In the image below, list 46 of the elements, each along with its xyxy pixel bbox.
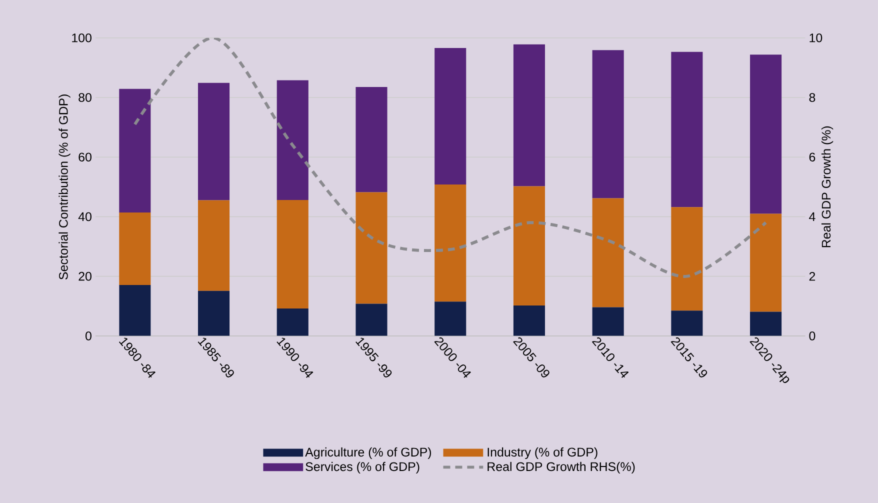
bar [119,88,151,212]
bar [356,192,388,304]
y2-tick-label: 8 [809,92,816,102]
bar [434,48,466,184]
line-series [133,38,768,278]
legend-label: Industry (% of GDP) [488,447,598,459]
y2-tick-label: 6 [809,152,816,162]
bar [356,304,388,336]
y-tick-label: 80 [78,92,92,102]
bar [119,212,151,285]
bar [119,284,151,336]
bar [671,206,703,310]
bar [750,54,782,214]
bar [198,290,230,336]
bar [592,50,624,198]
y-axis-title: Sectorial Contribution (% of GDP) [58,94,70,280]
y2-tick-label: 2 [809,272,816,280]
bar [513,44,545,186]
y2-axis-title: Real GDP Growth (%) [821,126,834,247]
y-tick-label: 20 [78,272,92,281]
bar [592,307,624,336]
y-tick-label: 40 [78,212,92,221]
bar [671,52,703,207]
y-tick-label: 0 [86,331,92,340]
y2-tick-label: 4 [809,212,816,221]
y2-tick-label: 0 [809,331,816,340]
bar [434,184,466,302]
bar [276,200,308,308]
bar [276,80,308,200]
bar [513,305,545,336]
y-tick-label: 100 [72,33,92,42]
bar [356,86,388,192]
bar [198,82,230,200]
bar [750,312,782,336]
legend-label: Real GDP Growth RHS(%) [488,462,635,474]
bar [592,198,624,308]
bar [276,308,308,336]
bar [513,186,545,306]
bar [671,310,703,336]
legend-label: Services (% of GDP) [306,462,420,474]
legend-label: Agriculture (% of GDP) [305,447,432,459]
y2-tick-label: 10 [810,33,822,42]
y-tick-label: 60 [78,152,92,162]
bar [434,301,466,336]
bar [750,214,782,312]
bar [198,200,230,291]
